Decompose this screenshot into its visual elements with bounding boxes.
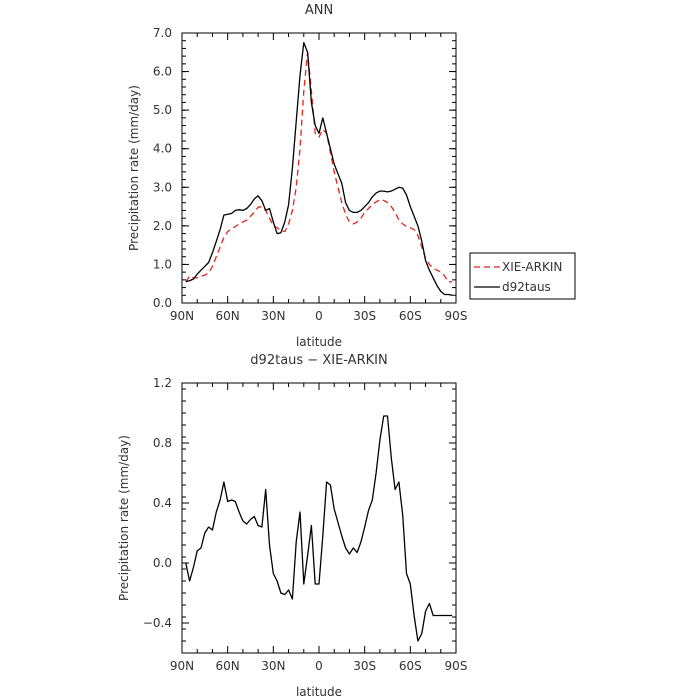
plot-frame <box>181 32 457 304</box>
series-line-d92taus <box>185 41 453 296</box>
y-axis: 0.0 1.0 2.0 3.0 4.0 5.0 6.0 7.0 <box>153 26 456 310</box>
y-tick-label: 4.0 <box>153 142 172 156</box>
x-axis: 90N 60N 30N 0 30S 60S 90S <box>170 383 468 673</box>
legend-box <box>469 252 576 300</box>
y-axis-label: Precipitation rate (mm/day) <box>127 85 141 251</box>
series-line-difference <box>185 415 453 642</box>
y-tick-label: 0.0 <box>153 556 172 570</box>
y-tick-label: 1.0 <box>153 257 172 271</box>
y-tick-label: 2.0 <box>153 219 172 233</box>
x-tick-label: 90N <box>170 309 194 323</box>
y-axis-label: Precipitation rate (mm/day) <box>117 435 131 601</box>
plot-frame <box>181 382 457 654</box>
x-tick-label: 60N <box>216 659 240 673</box>
chart-top: ANN 90N 60N 30N 0 30S 60S 90S 0.0 1.0 2.0 3.0 4.0 5… <box>127 3 467 349</box>
x-axis-label: latitude <box>296 335 342 349</box>
y-axis: −0.4 0.0 0.4 0.8 1.2 <box>143 376 456 654</box>
y-tick-label: 5.0 <box>153 103 172 117</box>
x-tick-label: 0 <box>315 309 323 323</box>
x-tick-label: 60S <box>399 309 422 323</box>
x-tick-label: 30S <box>353 659 376 673</box>
y-tick-label: 0.8 <box>153 436 172 450</box>
x-tick-label: 90N <box>170 659 194 673</box>
chart-bottom: d92taus − XIE-ARKIN 90N 60N 30N 0 30S 60S 90S … <box>117 353 467 699</box>
legend-label-d92taus: d92taus <box>502 280 551 294</box>
x-tick-label: 0 <box>315 659 323 673</box>
chart-title: ANN <box>305 3 333 18</box>
legend-label-xie-arkin: XIE-ARKIN <box>502 260 562 274</box>
y-tick-label: 3.0 <box>153 180 172 194</box>
chart-title: d92taus − XIE-ARKIN <box>250 353 387 368</box>
x-tick-label: 60S <box>399 659 422 673</box>
series-line-xie-arkin <box>185 51 453 283</box>
y-tick-label: 7.0 <box>153 26 172 40</box>
x-tick-label: 30S <box>353 309 376 323</box>
plot-lines <box>185 41 453 296</box>
x-tick-label: 90S <box>445 659 468 673</box>
y-tick-label: −0.4 <box>143 616 172 630</box>
y-tick-label: 6.0 <box>153 65 172 79</box>
plot-lines <box>185 415 453 642</box>
y-tick-label: 0.4 <box>153 496 172 510</box>
x-tick-label: 60N <box>216 309 240 323</box>
x-tick-label: 30N <box>261 659 285 673</box>
x-axis: 90N 60N 30N 0 30S 60S 90S <box>170 33 468 323</box>
x-tick-label: 90S <box>445 309 468 323</box>
x-tick-label: 30N <box>261 309 285 323</box>
legend: XIE-ARKIN d92taus <box>469 252 576 300</box>
y-tick-label: 1.2 <box>153 376 172 390</box>
y-tick-label: 0.0 <box>153 296 172 310</box>
x-axis-label: latitude <box>296 685 342 699</box>
